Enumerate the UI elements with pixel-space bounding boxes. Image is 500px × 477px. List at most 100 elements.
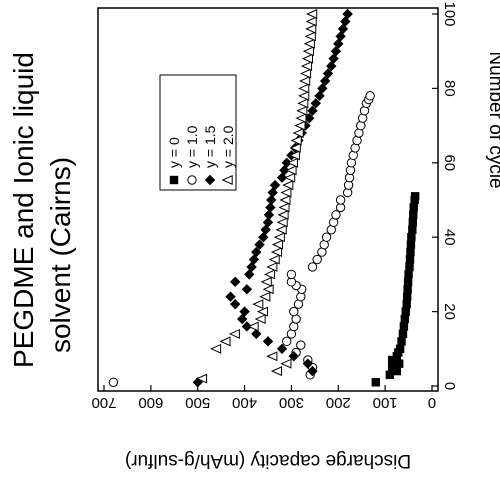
cycle-tick-label: 40 bbox=[441, 229, 458, 246]
data-point bbox=[306, 9, 318, 19]
series-y-2-0 bbox=[195, 9, 318, 384]
data-point bbox=[307, 365, 318, 377]
data-point bbox=[307, 262, 318, 272]
plot-frame bbox=[97, 7, 439, 392]
data-point bbox=[195, 373, 208, 384]
data-point bbox=[108, 377, 119, 387]
data-point bbox=[247, 321, 259, 332]
capacity-tick-label: 200 bbox=[326, 394, 351, 411]
data-point bbox=[288, 150, 300, 161]
data-point bbox=[392, 366, 402, 376]
data-point bbox=[273, 232, 285, 243]
cycle-tick-label: 80 bbox=[441, 80, 458, 97]
data-point bbox=[400, 314, 410, 324]
cycle-tick-label: 0 bbox=[441, 382, 458, 390]
data-point bbox=[266, 351, 278, 362]
data-point bbox=[269, 179, 281, 191]
legend-label: y = 2.0 bbox=[220, 125, 236, 168]
data-point bbox=[282, 336, 292, 347]
series-y-0 bbox=[371, 192, 420, 387]
cycle-axis: 0 20 40 60 80 100 bbox=[432, 1, 458, 390]
data-point bbox=[262, 217, 274, 228]
data-point bbox=[409, 210, 418, 220]
data-point bbox=[310, 98, 321, 109]
data-point bbox=[281, 157, 292, 168]
data-point bbox=[241, 284, 253, 295]
data-point bbox=[280, 358, 292, 369]
data-point bbox=[317, 83, 328, 94]
data-point bbox=[297, 98, 309, 109]
data-point bbox=[403, 285, 412, 294]
data-point bbox=[260, 276, 272, 287]
legend-marker bbox=[204, 174, 216, 186]
data-point bbox=[228, 328, 240, 339]
legend-label: y = 1.0 bbox=[184, 125, 200, 168]
data-point bbox=[280, 187, 292, 198]
capacity-tick-label: 300 bbox=[279, 394, 304, 411]
data-point bbox=[304, 112, 315, 124]
title-line-2: solvent (Cairns) bbox=[45, 157, 76, 353]
data-point bbox=[408, 225, 417, 234]
data-point bbox=[300, 61, 313, 72]
data-point bbox=[266, 261, 278, 272]
data-point bbox=[305, 23, 317, 34]
data-point bbox=[298, 83, 310, 94]
data-point bbox=[407, 233, 416, 242]
legend-box bbox=[159, 74, 237, 191]
data-point bbox=[251, 328, 262, 340]
data-point bbox=[271, 239, 284, 250]
data-point bbox=[279, 195, 291, 205]
data-point bbox=[397, 337, 406, 346]
data-point bbox=[303, 38, 315, 49]
data-point bbox=[289, 306, 299, 317]
data-point bbox=[284, 172, 296, 183]
data-point bbox=[402, 292, 412, 301]
data-point bbox=[285, 165, 297, 176]
data-point bbox=[409, 203, 418, 212]
data-point bbox=[299, 68, 312, 79]
legend-marker bbox=[221, 175, 233, 185]
data-point bbox=[402, 299, 411, 309]
data-point bbox=[410, 192, 420, 201]
data-point bbox=[286, 269, 297, 280]
legend-marker bbox=[187, 175, 197, 185]
data-point bbox=[294, 120, 306, 131]
data-point bbox=[270, 366, 283, 377]
data-point bbox=[305, 16, 317, 27]
data-point bbox=[278, 202, 290, 213]
data-point bbox=[268, 254, 280, 265]
data-point bbox=[403, 277, 413, 287]
data-point bbox=[230, 298, 241, 310]
data-point bbox=[406, 247, 415, 257]
data-point bbox=[277, 209, 289, 220]
data-point bbox=[404, 270, 413, 279]
x-axis-title: Number of cycle bbox=[485, 51, 500, 188]
data-point bbox=[263, 269, 276, 280]
capacity-tick-label: 700 bbox=[91, 394, 116, 411]
data-point bbox=[299, 75, 311, 86]
data-point bbox=[326, 60, 337, 72]
data-point bbox=[401, 307, 410, 316]
data-point bbox=[256, 306, 269, 317]
capacity-tick-label: 600 bbox=[138, 394, 163, 411]
data-point bbox=[219, 336, 231, 347]
data-point bbox=[371, 378, 380, 387]
data-point bbox=[322, 68, 334, 79]
data-point bbox=[321, 232, 332, 242]
cycle-tick-label: 20 bbox=[441, 303, 458, 320]
data-point bbox=[252, 299, 264, 310]
data-point bbox=[296, 340, 306, 350]
data-point bbox=[301, 53, 313, 64]
data-point bbox=[395, 344, 405, 353]
data-point bbox=[302, 358, 314, 369]
legend-label: y = 1.5 bbox=[202, 125, 218, 168]
capacity-axis: 0 100 200 300 400 500 600 700 bbox=[91, 385, 436, 411]
data-point bbox=[399, 322, 409, 331]
data-point bbox=[302, 46, 314, 57]
data-point bbox=[312, 254, 322, 265]
data-point bbox=[276, 217, 288, 228]
data-point bbox=[408, 218, 417, 227]
capacity-tick-label: 500 bbox=[185, 394, 210, 411]
